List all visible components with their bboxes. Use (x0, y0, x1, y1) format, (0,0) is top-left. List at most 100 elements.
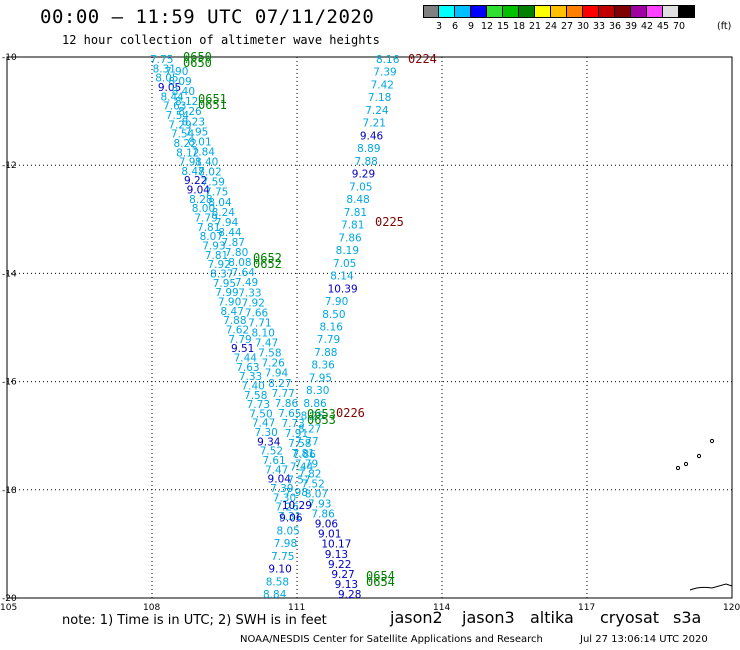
track-value: 7.40 (241, 380, 264, 392)
track-value: 7.95 (213, 278, 236, 290)
track-value: 7.94 (265, 368, 289, 380)
track-value: 8.28 (189, 194, 212, 206)
track-value: 7.98 (274, 538, 297, 550)
track-value: 8.27 (298, 423, 321, 435)
legend-label: 27 (560, 21, 574, 32)
lon-tick-label: 114 (433, 603, 450, 613)
legend-swatch (535, 5, 551, 18)
lat-tick-label: -12 (2, 161, 17, 171)
track-value: 9.04 (268, 474, 292, 486)
track-value: 8.10 (252, 328, 275, 340)
track-value: 7.24 (365, 105, 389, 117)
legend-label: 9 (467, 21, 475, 32)
legend-label: 30 (576, 21, 590, 32)
track-value: 9.10 (268, 564, 291, 576)
mission-jason2: jason2 (390, 608, 443, 627)
track-value: 7.39 (270, 483, 293, 495)
track-value: 7.47 (255, 338, 278, 350)
track-value: 9.29 (352, 169, 375, 181)
track-value: 7.21 (363, 118, 386, 130)
legend-swatch (487, 5, 503, 18)
track-value: 8.30 (306, 385, 329, 397)
track-value: 7.63 (163, 101, 186, 113)
legend-label: 33 (592, 21, 606, 32)
legend-swatch (615, 5, 631, 18)
track-value: 9.46 (360, 130, 384, 142)
track-value: 7.44 (234, 352, 258, 364)
track-value: 7.39 (373, 67, 396, 79)
track-value: 8.04 (208, 197, 232, 209)
legend-swatch (423, 5, 439, 18)
track-value: 8.05 (155, 73, 178, 85)
credit-timestamp: Jul 27 13:06:14 UTC 2020 (580, 634, 708, 645)
track-value: 8.22 (174, 138, 197, 150)
track-value: 7.47 (265, 464, 288, 476)
track-value: 7.92 (207, 259, 230, 271)
track-value: 7.91 (179, 157, 202, 169)
track-value: 8.14 (330, 271, 354, 283)
track-value: 7.44 (290, 462, 314, 474)
legend-swatch (583, 5, 599, 18)
map-title: 00:00 – 11:59 UTC 07/11/2020 (40, 6, 375, 28)
track-value: 8.19 (336, 245, 359, 257)
track-value: 7.93 (308, 498, 331, 510)
track-value: 8.37 (210, 269, 233, 281)
track-value: 10.29 (282, 500, 312, 512)
track-value: 8.58 (266, 576, 289, 588)
legend-label: 39 (624, 21, 638, 32)
track-value: 8.84 (263, 589, 287, 601)
track-value: 8.44 (218, 227, 242, 239)
legend-swatch (551, 5, 567, 18)
track-value: 7.29 (168, 119, 191, 131)
track-value: 7.99 (215, 287, 238, 299)
island-shape (696, 453, 702, 459)
island-shape (709, 438, 715, 444)
track-value: 7.87 (222, 237, 245, 249)
track-value: 8.16 (376, 54, 400, 66)
track-value: 7.64 (232, 267, 256, 279)
track-value: 8.16 (320, 322, 344, 334)
track-value: 10.17 (321, 539, 351, 551)
pass-label: 0650 (183, 50, 212, 64)
track-value: 7.61 (262, 455, 285, 467)
legend-swatch (679, 5, 695, 18)
lon-tick-label: 111 (288, 603, 305, 613)
track-value: 7.86 (293, 449, 317, 461)
footer-note: note: 1) Time is in UTC; 2) SWH is in fe… (62, 613, 327, 628)
track-value: 9.22 (184, 175, 207, 187)
track-value: 8.25 (301, 411, 324, 423)
track-value: 7.26 (261, 358, 285, 370)
mission-jason3: jason3 (462, 608, 515, 627)
track-value: 7.81 (341, 220, 364, 232)
pass-label-shadow: 0653 (307, 413, 336, 427)
track-value: 9.13 (335, 579, 358, 591)
lat-tick-label: -18 (2, 486, 17, 496)
track-value: 8.26 (178, 106, 202, 118)
track-value: 9.06 (315, 519, 339, 531)
track-value: 7.30 (254, 427, 277, 439)
track-value: 7.79 (228, 334, 251, 346)
track-value: 8.01 (188, 136, 211, 148)
track-value: 9.05 (158, 82, 181, 94)
lat-tick-label: -20 (2, 594, 17, 604)
track-value: 7.31 (278, 511, 301, 523)
pass-label: 0652 (253, 251, 282, 265)
map-frame (6, 56, 733, 599)
track-value: 7.52 (260, 446, 283, 458)
lat-tick-label: -16 (2, 378, 17, 388)
legend-swatch (631, 5, 647, 18)
track-value: 7.88 (223, 315, 246, 327)
track-value: 7.58 (244, 390, 267, 402)
track-value: 8.44 (160, 91, 184, 103)
track-value: 8.00 (192, 203, 215, 215)
map-subtitle: 12 hour collection of altimeter wave hei… (62, 33, 380, 47)
legend-swatch (455, 5, 471, 18)
track-value: 8.40 (195, 157, 218, 169)
track-value: 8.36 (311, 360, 335, 372)
legend-label: 42 (640, 21, 654, 32)
track-value: 8.40 (172, 86, 195, 98)
track-value: 7.81 (291, 448, 314, 460)
track-value: 7.90 (325, 296, 348, 308)
track-value: 7.81 (344, 207, 367, 219)
